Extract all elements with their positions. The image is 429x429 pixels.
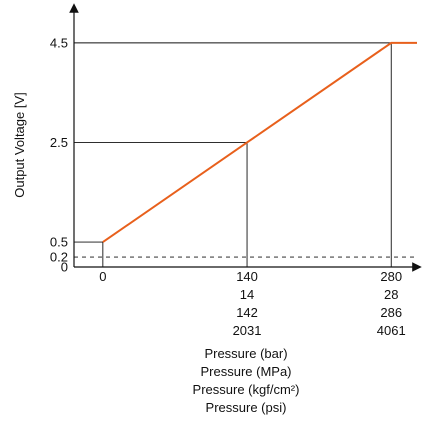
x-tick-labels: 0 140 14 142 2031 280 28 286 4061 <box>99 269 405 338</box>
x-axis-title-3: Pressure (psi) <box>206 400 287 415</box>
y-tick-label-3: 2.5 <box>50 135 68 150</box>
x-tick-label-1-1: 14 <box>240 287 254 302</box>
x-tick-label-1-2: 142 <box>236 305 258 320</box>
axes <box>69 3 422 272</box>
x-tick-label-0-0: 0 <box>99 269 106 284</box>
guide-lines <box>74 42 417 267</box>
x-tick-label-1-3: 2031 <box>233 323 262 338</box>
series-line-0 <box>102 41 417 243</box>
x-axis-title-1: Pressure (MPa) <box>200 364 291 379</box>
x-tick-label-2-0: 280 <box>380 269 402 284</box>
y-tick-label-2: 0.5 <box>50 235 68 250</box>
y-tick-label-1: 0.2 <box>50 250 68 265</box>
y-axis-label: Output Voltage [V] <box>12 92 27 198</box>
x-axis-title-0: Pressure (bar) <box>204 346 287 361</box>
y-tick-label-0: 0 <box>61 260 68 275</box>
x-tick-label-2-3: 4061 <box>377 323 406 338</box>
x-axis-titles: Pressure (bar) Pressure (MPa) Pressure (kg… <box>193 346 300 415</box>
x-axis-title-2: Pressure (kgf/cm²) <box>193 382 300 397</box>
x-tick-label-2-2: 286 <box>380 305 402 320</box>
y-tick-label-4: 4.5 <box>50 35 68 50</box>
x-tick-label-1-0: 140 <box>236 269 258 284</box>
x-tick-label-2-1: 28 <box>384 287 398 302</box>
y-tick-labels: 00.20.5 2.5 4.5 <box>50 35 68 274</box>
series-group <box>102 41 417 243</box>
